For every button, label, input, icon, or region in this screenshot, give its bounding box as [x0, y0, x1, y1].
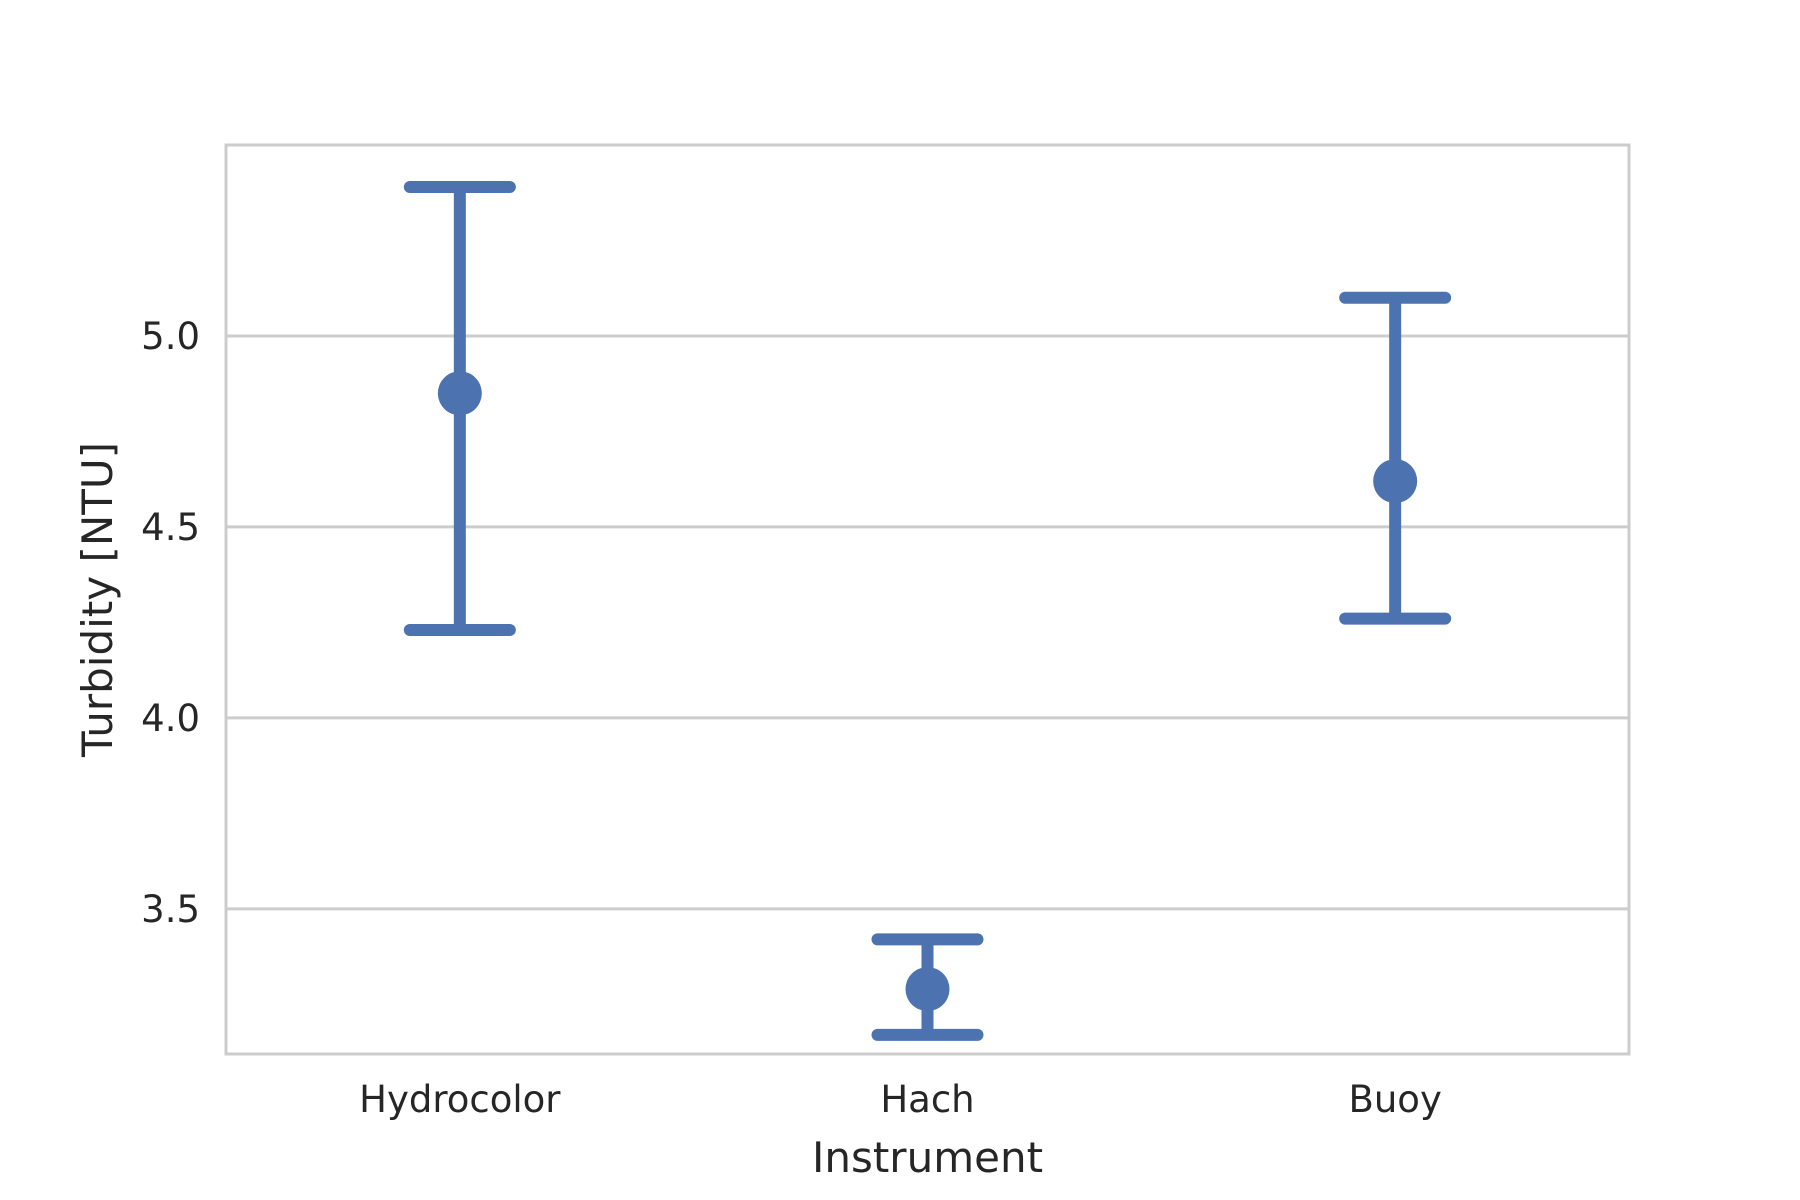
x-tick-label: Hach [880, 1078, 974, 1121]
y-tick-label: 3.5 [141, 888, 200, 931]
data-point-group [403, 181, 516, 637]
x-tick-label: Hydrocolor [359, 1078, 561, 1121]
y-tick-label: 5.0 [141, 315, 200, 358]
y-tick-label: 4.0 [141, 697, 200, 740]
y-tick-labels: 3.5 4.0 4.5 5.0 [141, 315, 200, 931]
data-point-group [871, 933, 984, 1041]
mean-point [437, 371, 482, 416]
y-axis-title: Turbidity [NTU] [73, 442, 122, 758]
x-tick-label: Buoy [1348, 1078, 1441, 1121]
x-axis-title: Instrument [812, 1133, 1043, 1182]
plot-frame [224, 143, 1631, 1056]
data-series [403, 181, 1452, 1041]
data-point-group [1339, 291, 1452, 625]
x-tick-labels: Hydrocolor Hach Buoy [359, 1078, 1442, 1121]
mean-point [1373, 459, 1418, 504]
y-tick-label: 4.5 [141, 506, 200, 549]
mean-point [905, 967, 950, 1012]
